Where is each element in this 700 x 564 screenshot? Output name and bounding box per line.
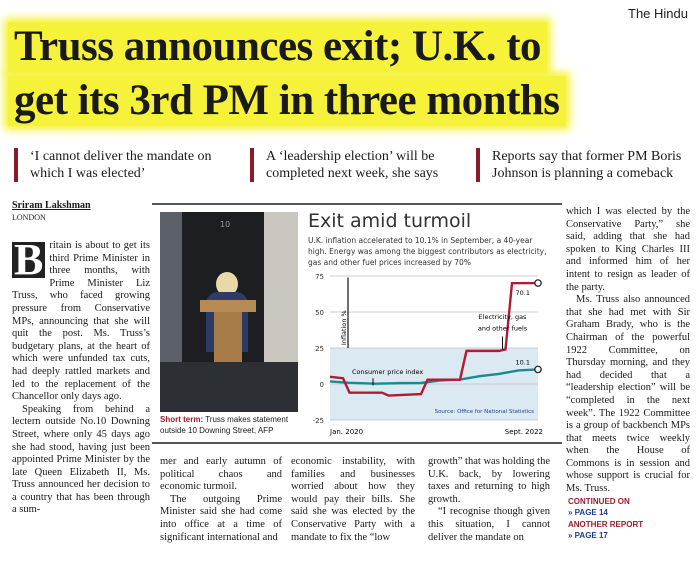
continued-label: CONTINUED ON [568,497,630,506]
dateline: LONDON [12,213,46,222]
inflation-chart: 75 50 25 0 -25 Inflation % Jan. 2020 Sept. 2022… [313,273,543,436]
another-report-label: ANOTHER REPORT [568,520,644,529]
byline-author: Sriram Lakshman [12,200,91,211]
series-label-energy-2: and other fuels [478,325,528,333]
series-end-marker [534,365,542,374]
series-end-marker [534,279,542,287]
y-tick-label: 75 [315,273,324,281]
deck-3: Reports say that former PM Boris Johnson… [476,148,691,182]
series-end-label: 70.1 [516,289,530,297]
deck-1: ‘I cannot deliver the mandate on which I… [14,148,224,182]
series-label-cpi: Consumer price index [352,368,423,376]
y-axis-label: Inflation % [340,310,348,345]
deck-2: A ‘leadership election’ will be complete… [250,148,460,182]
y-tick-label: 25 [315,345,324,353]
series-label-energy: Electricity, gas [479,313,528,321]
y-tick-label: 0 [320,381,324,389]
y-tick-label: -25 [313,417,324,425]
graphic-bottom-rule [152,442,562,444]
graphic-subtitle: U.K. inflation accelerated to 10.1% in S… [308,236,547,267]
continued-page-link[interactable]: » PAGE 14 [568,508,608,517]
y-tick-label: 50 [315,309,324,317]
door-number: 10 [220,220,231,229]
publication-name: The Hindu [628,6,688,21]
article-column-2: mer and early autumn of political chaos … [160,456,282,543]
truss-photo: 10 [160,212,298,412]
headline-line-1: Truss announces exit; U.K. to [8,22,548,72]
graphic-title: Exit amid turmoil [308,210,472,232]
x-tick-label: Sept. 2022 [505,428,543,436]
headline-line-2: get its 3rd PM in three months [8,76,566,126]
article-column-4: growth” that was holding the U.K. back, … [428,456,550,543]
x-tick-label: Jan. 2020 [329,428,363,436]
article-column-3: economic instability, with families and … [291,456,415,543]
graphic-top-rule [152,203,562,205]
chart-source: Source: Office for National Statistics [435,409,535,415]
series-end-label: 10.1 [516,358,530,366]
another-report-page-link[interactable]: » PAGE 17 [568,531,608,540]
series-line-energy [329,281,539,397]
drop-cap: B [12,235,46,284]
article-column-5: which I was elected by the Conservative … [566,206,690,495]
photo-caption: Short term: Truss makes statement outsid… [160,415,289,435]
